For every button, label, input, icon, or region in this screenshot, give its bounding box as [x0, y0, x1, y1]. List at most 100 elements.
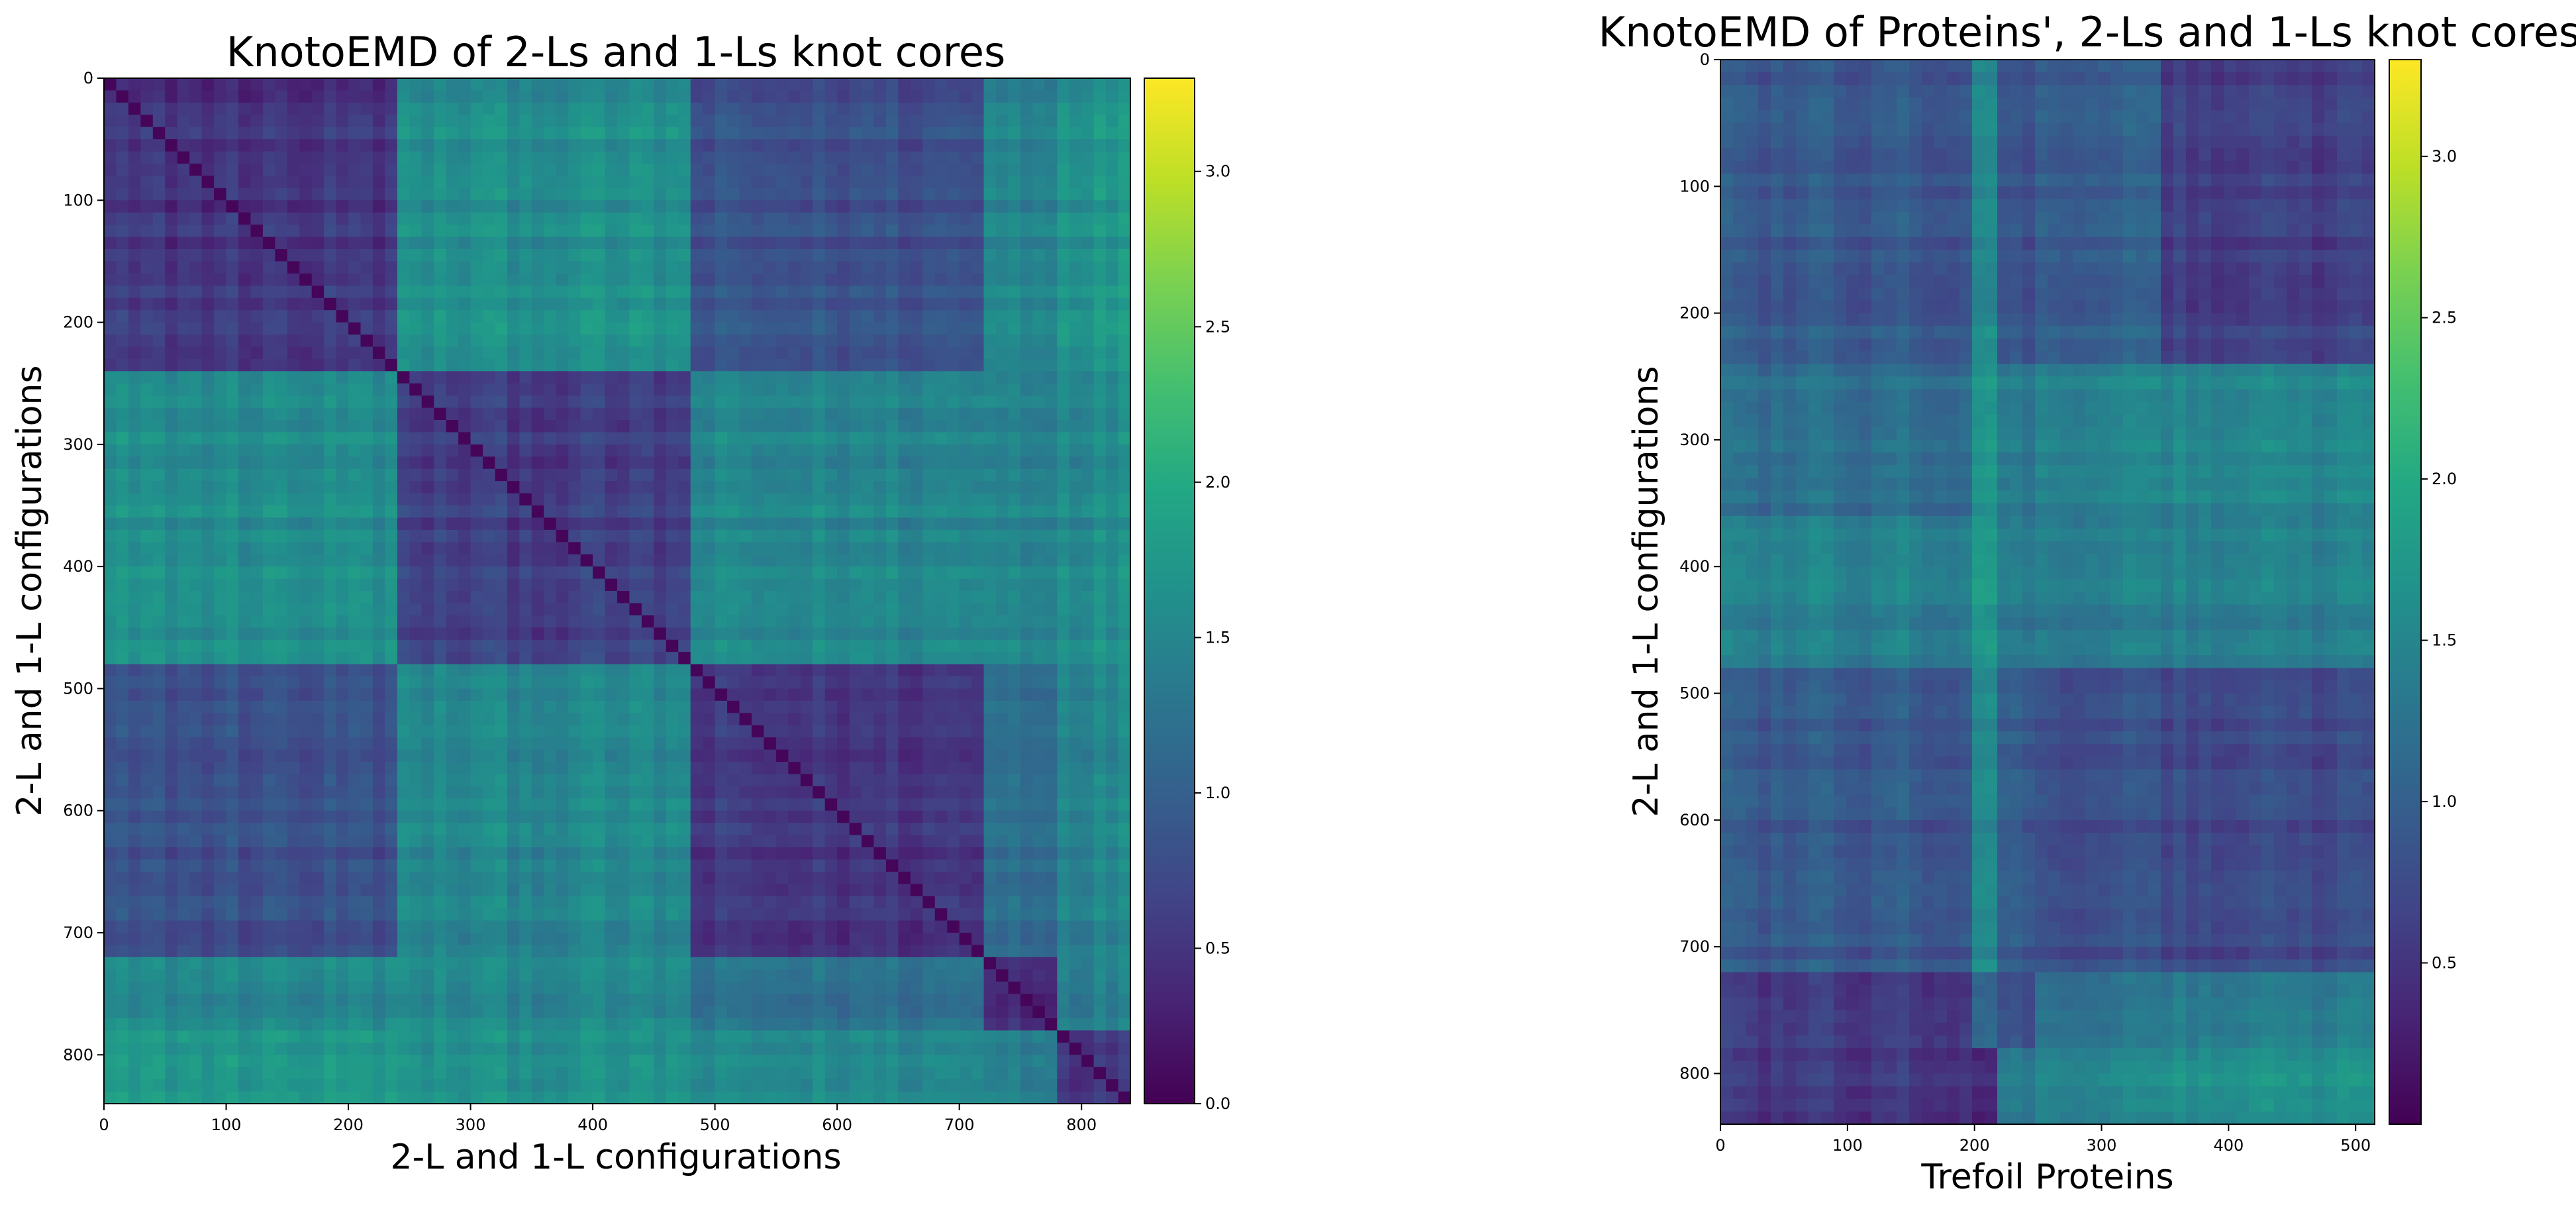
c1-heatmap-cell	[666, 762, 679, 775]
c1-heatmap-cell	[813, 554, 826, 567]
c1-heatmap-cell	[189, 762, 203, 775]
c1-heatmap-cell	[1057, 566, 1070, 580]
c1-heatmap-cell	[1008, 395, 1021, 409]
c1-heatmap-cell	[593, 420, 606, 433]
c1-heatmap-cell	[983, 676, 997, 690]
c1-heatmap-cell	[421, 444, 434, 457]
c1-heatmap-cell	[360, 493, 373, 506]
c1-heatmap-cell	[1057, 737, 1070, 751]
c1-heatmap-cell	[739, 115, 752, 128]
c1-heatmap-cell	[214, 493, 227, 506]
c1-heatmap-cell	[1032, 322, 1046, 335]
c1-heatmap-cell	[1118, 676, 1131, 690]
c1-heatmap-cell	[885, 542, 899, 555]
c1-heatmap-cell	[311, 261, 324, 274]
c1-heatmap-cell	[813, 297, 826, 311]
c1-heatmap-cell	[507, 591, 520, 604]
c1-heatmap-cell	[531, 273, 544, 286]
c1-heatmap-cell	[336, 798, 349, 812]
c1-heatmap-cell	[201, 468, 215, 482]
c1-heatmap-cell	[348, 542, 362, 555]
c1-heatmap-cell	[214, 591, 227, 604]
c1-heatmap-cell	[372, 164, 385, 177]
c1-heatmap-cell	[1106, 554, 1119, 567]
c1-heatmap-cell	[617, 749, 630, 762]
c1-heatmap-cell	[177, 505, 190, 519]
c1-heatmap-cell	[495, 261, 508, 274]
c1-heatmap-cell	[959, 468, 972, 482]
c1-heatmap-cell	[311, 688, 324, 702]
c1-heatmap-cell	[360, 688, 373, 702]
c1-heatmap-cell	[152, 676, 166, 690]
c1-heatmap-cell	[531, 749, 544, 762]
c1-heatmap-cell	[605, 102, 618, 115]
c1-heatmap-cell	[556, 578, 569, 592]
c1-heatmap-cell	[250, 420, 264, 433]
c1-heatmap-cell	[531, 176, 544, 189]
c1-heatmap-cell	[813, 529, 826, 543]
c1-heatmap-cell	[775, 762, 789, 775]
c1-heatmap-cell	[947, 713, 960, 726]
c1-heatmap-cell	[140, 200, 154, 213]
c1-heatmap-cell	[775, 335, 789, 348]
c1-heatmap-cell	[409, 700, 422, 713]
c1-heatmap-cell	[788, 346, 801, 360]
c1-heatmap-cell	[605, 212, 618, 225]
c1-heatmap-cell	[470, 236, 483, 250]
c1-heatmap-cell	[544, 236, 557, 250]
c1-heatmap-cell	[617, 115, 630, 128]
c1-heatmap-cell	[1057, 762, 1070, 775]
c1-heatmap-cell	[703, 127, 716, 140]
c1-heatmap-cell	[862, 725, 875, 738]
c1-heatmap-cell	[568, 603, 581, 616]
c1-heatmap-cell	[311, 468, 324, 482]
c1-heatmap-cell	[727, 676, 740, 690]
c1-heatmap-cell	[580, 493, 593, 506]
c1-heatmap-cell	[165, 90, 178, 103]
c1-heatmap-cell	[421, 236, 434, 250]
c1-heatmap-cell	[617, 529, 630, 543]
c1-heatmap-cell	[104, 542, 117, 555]
c1-heatmap-cell	[507, 774, 520, 787]
c1-heatmap-cell	[116, 78, 129, 91]
c1-heatmap-cell	[299, 444, 313, 457]
c1-heatmap-cell	[238, 468, 252, 482]
c1-heatmap-cell	[703, 139, 716, 152]
c1-heatmap-cell	[152, 127, 166, 140]
c1-heatmap-cell	[238, 346, 252, 360]
c1-heatmap-cell	[1032, 627, 1046, 641]
c1-heatmap-cell	[873, 505, 887, 519]
c1-heatmap-cell	[324, 664, 337, 677]
c1-heatmap-cell	[1044, 456, 1058, 470]
c1-heatmap-cell	[262, 164, 275, 177]
c1-heatmap-cell	[947, 517, 960, 531]
c1-heatmap-cell	[715, 297, 728, 311]
c1-heatmap-cell	[898, 652, 911, 665]
c1-heatmap-cell	[495, 310, 508, 323]
c1-heatmap-cell	[690, 481, 703, 494]
c1-heatmap-cell	[983, 127, 997, 140]
c1-heatmap-cell	[1044, 225, 1058, 238]
c1-heatmap-cell	[922, 225, 936, 238]
c1-heatmap-cell	[470, 749, 483, 762]
c1-heatmap-cell	[470, 297, 483, 311]
c1-heatmap-cell	[727, 664, 740, 677]
c1-heatmap-cell	[556, 652, 569, 665]
c1-heatmap-cell	[1020, 554, 1033, 567]
c1-heatmap-cell	[824, 468, 838, 482]
c1-heatmap-cell	[678, 603, 691, 616]
c1-heatmap-cell	[495, 725, 508, 738]
c1-heatmap-cell	[580, 481, 593, 494]
c1-heatmap-cell	[910, 249, 923, 262]
c1-heatmap-cell	[470, 737, 483, 751]
c1-heatmap-cell	[800, 139, 813, 152]
c1-heatmap-cell	[470, 798, 483, 812]
c1-heatmap-cell	[678, 615, 691, 628]
c1-heatmap-cell	[873, 322, 887, 335]
c1-heatmap-cell	[360, 236, 373, 250]
c1-heatmap-cell	[849, 444, 862, 457]
c1-heatmap-cell	[324, 749, 337, 762]
c1-heatmap-cell	[544, 786, 557, 799]
c1-heatmap-cell	[764, 737, 777, 751]
c1-heatmap-cell	[898, 225, 911, 238]
